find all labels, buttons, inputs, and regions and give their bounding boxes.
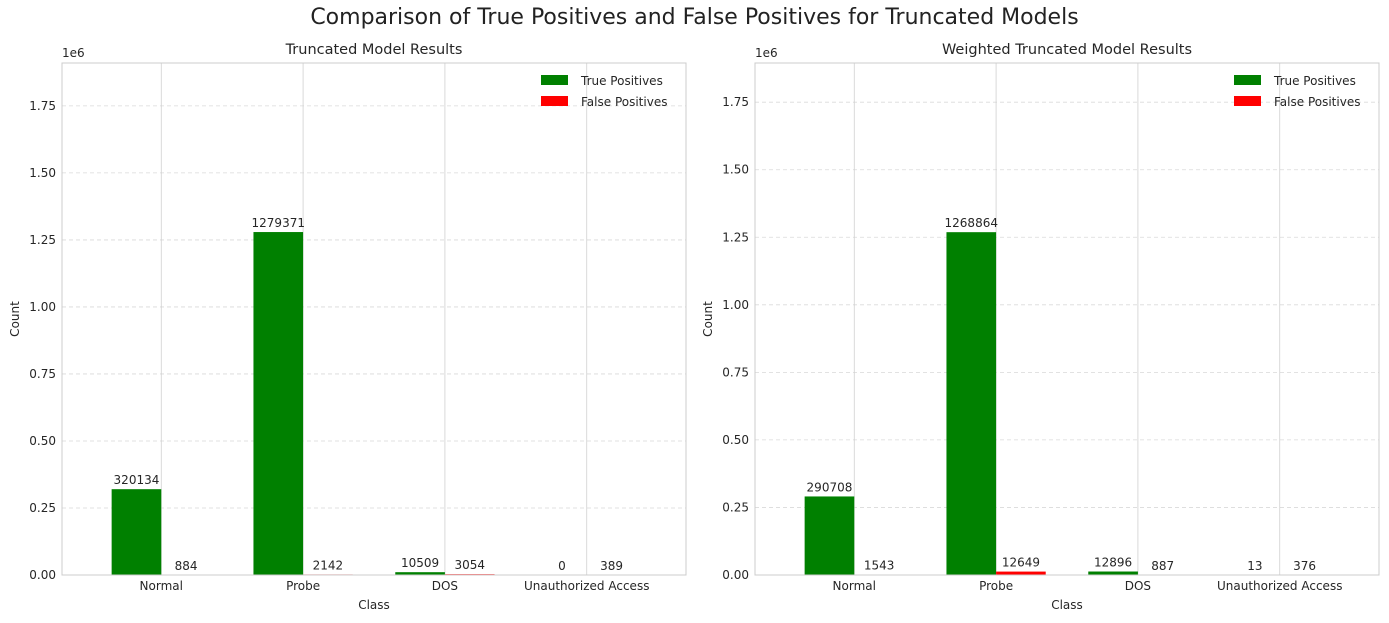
y-axis-label: Count <box>8 301 22 337</box>
data-label: 1268864 <box>945 216 998 230</box>
plot-area <box>62 63 686 575</box>
data-label: 1279371 <box>252 216 305 230</box>
y-tick-label: 0.75 <box>722 365 749 379</box>
data-label: 13 <box>1247 559 1262 573</box>
y-tick-label: 1.00 <box>722 298 749 312</box>
y-tick-label: 1.75 <box>29 99 56 113</box>
x-tick-label: Normal <box>140 579 183 593</box>
data-label: 290708 <box>807 480 853 494</box>
data-label: 887 <box>1151 559 1174 573</box>
legend-label: True Positives <box>580 74 663 88</box>
chart-panel-2: 0.00 0.25 0.50 0.75 1.00 1.25 1.50 1.75 290708 12… <box>701 42 1380 612</box>
bar-true-positives <box>253 232 304 575</box>
panel-title: Truncated Model Results <box>285 42 463 58</box>
y-tick-label: 0.75 <box>29 367 56 381</box>
data-label: 320134 <box>114 473 160 487</box>
y-tick-label: 1.25 <box>29 233 56 247</box>
data-label: 12649 <box>1002 556 1040 570</box>
x-tick-label: Probe <box>979 579 1013 593</box>
bar-true-positives <box>395 572 445 575</box>
y-tick-label: 0.00 <box>722 568 749 582</box>
legend-label: False Positives <box>581 95 667 109</box>
x-axis-label: Class <box>1051 598 1083 612</box>
y-tick-label: 0.25 <box>722 500 749 514</box>
axes-frame <box>61 62 687 576</box>
legend-swatch-false-positives <box>541 96 568 106</box>
data-label: 1543 <box>864 559 895 573</box>
chart-panel-1: 0.00 0.25 0.50 0.75 1.00 1.25 1.50 1.75 320134 12… <box>8 42 687 612</box>
data-label: 2142 <box>313 558 344 572</box>
y-tick-label: 0.00 <box>29 568 56 582</box>
bar-true-positives <box>946 232 997 575</box>
data-label: 0 <box>558 559 566 573</box>
axes-frame <box>754 62 1380 576</box>
y-axis-label: Count <box>701 301 715 337</box>
y-offset-text: 1e6 <box>755 46 778 60</box>
legend-swatch-true-positives <box>1234 75 1261 85</box>
bar-true-positives <box>111 489 162 575</box>
data-label: 3054 <box>454 558 485 572</box>
y-tick-label: 0.25 <box>29 501 56 515</box>
x-tick-label: Normal <box>833 579 876 593</box>
bar-true-positives <box>804 496 855 575</box>
bar-false-positives <box>996 571 1046 575</box>
data-label: 389 <box>600 559 623 573</box>
y-tick-label: 0.50 <box>29 434 56 448</box>
panel-title: Weighted Truncated Model Results <box>942 42 1192 58</box>
bar-true-positives <box>1088 571 1138 575</box>
x-tick-label: Unauthorized Access <box>1217 579 1342 593</box>
legend-swatch-true-positives <box>541 75 568 85</box>
y-tick-label: 1.75 <box>722 95 749 109</box>
legend-swatch-false-positives <box>1234 96 1261 106</box>
y-tick-label: 1.00 <box>29 300 56 314</box>
y-tick-label: 1.50 <box>722 163 749 177</box>
y-tick-label: 0.50 <box>722 433 749 447</box>
figure-title: Comparison of True Positives and False P… <box>310 5 1079 30</box>
y-tick-label: 1.25 <box>722 230 749 244</box>
x-tick-label: Unauthorized Access <box>524 579 649 593</box>
x-tick-label: DOS <box>1125 579 1151 593</box>
x-tick-label: Probe <box>286 579 320 593</box>
legend-label: True Positives <box>1273 74 1356 88</box>
x-tick-label: DOS <box>432 579 458 593</box>
y-tick-label: 1.50 <box>29 166 56 180</box>
y-offset-text: 1e6 <box>62 46 85 60</box>
x-axis-label: Class <box>358 598 390 612</box>
legend-label: False Positives <box>1274 95 1360 109</box>
data-label: 10509 <box>401 556 439 570</box>
data-label: 884 <box>175 559 198 573</box>
plot-area <box>755 63 1379 575</box>
data-label: 12896 <box>1094 556 1132 570</box>
data-label: 376 <box>1293 559 1316 573</box>
